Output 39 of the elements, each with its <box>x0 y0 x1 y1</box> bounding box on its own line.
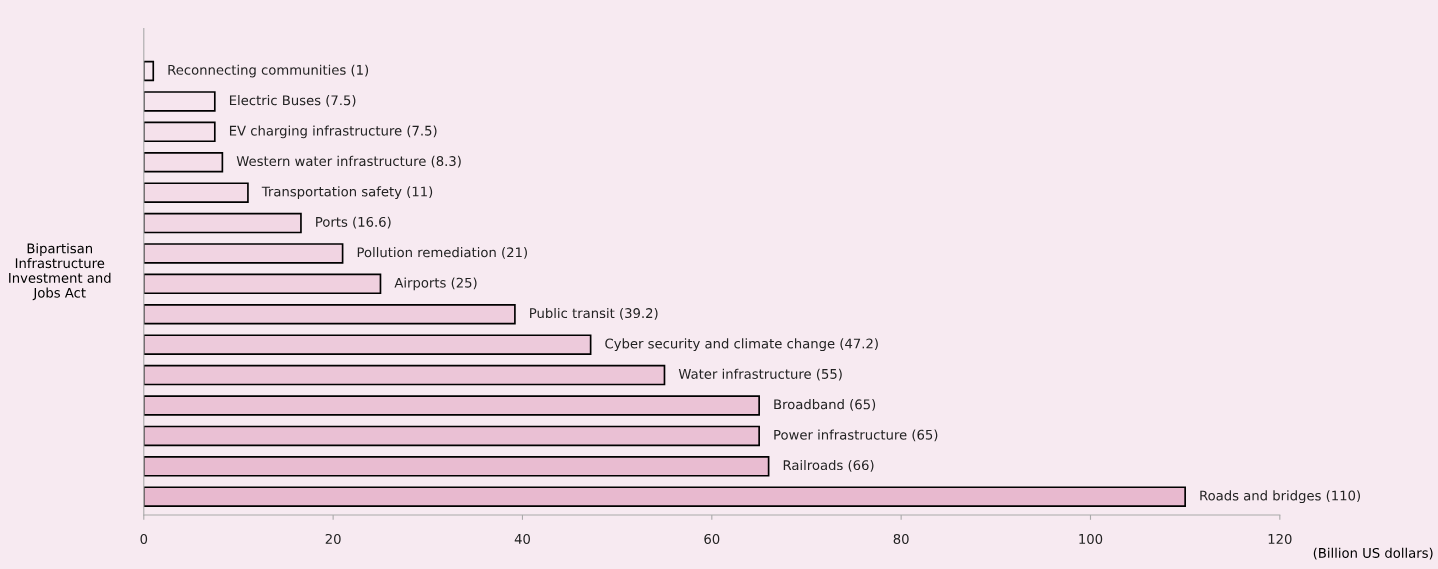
data-label: Public transit (39.2) <box>530 307 658 320</box>
data-label: Ports (16.6) <box>316 216 391 229</box>
data-label: Airports (25) <box>394 277 477 291</box>
data-label: Transportation safety (11) <box>261 186 433 200</box>
bar <box>143 334 592 355</box>
x-tick-label: 20 <box>325 533 341 544</box>
data-label: EV charging infrastructure (7.5) <box>229 125 437 139</box>
x-tick-label: 120 <box>1268 533 1292 544</box>
bar <box>143 273 382 295</box>
data-label: Pollution remediation (21) <box>357 247 527 259</box>
bar <box>143 182 249 203</box>
data-label: Power infrastructure (65) <box>774 429 938 442</box>
data-label: Cyber security and climate change (47.2) <box>605 338 878 352</box>
data-label: Broadband (65) <box>774 399 876 411</box>
data-label: Roads and bridges (110) <box>1200 490 1360 504</box>
data-label: Reconnecting communities (1) <box>168 64 369 78</box>
x-tick-label: 0 <box>140 533 148 544</box>
bar <box>143 60 155 82</box>
bar <box>143 364 666 386</box>
x-tick-label: 40 <box>514 533 530 544</box>
y-axis-title: Bipartisan Infrastructure Investment and Jobs Act <box>9 243 111 301</box>
bar <box>143 91 216 112</box>
x-tick-label: 100 <box>1079 533 1103 544</box>
bar <box>143 121 216 143</box>
data-label: Water infrastructure (55) <box>678 368 842 381</box>
bar <box>143 151 224 173</box>
bar <box>143 425 760 447</box>
data-label: Electric Buses (7.5) <box>229 95 356 107</box>
data-label: Western water infrastructure (8.3) <box>236 155 461 168</box>
x-axis-title: (Billion US dollars) <box>1313 547 1433 560</box>
bar <box>143 243 344 264</box>
x-tick-label: 80 <box>893 533 909 544</box>
x-tick-label: 60 <box>704 533 720 544</box>
bar <box>143 395 760 416</box>
bar <box>143 304 516 325</box>
data-label: Railroads (66) <box>783 459 874 472</box>
bar <box>143 456 770 477</box>
bar <box>143 212 302 234</box>
bar <box>143 486 1186 507</box>
